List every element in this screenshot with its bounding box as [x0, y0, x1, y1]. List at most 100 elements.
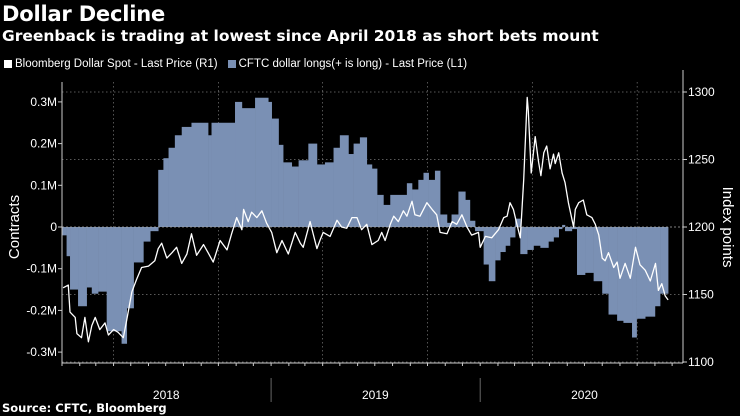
bar — [308, 143, 318, 227]
bar — [66, 227, 71, 257]
legend-item-cftc-longs: CFTC dollar longs(+ is long) - Last Pric… — [227, 58, 467, 70]
bar — [143, 227, 151, 242]
bar — [562, 224, 566, 227]
bar — [654, 227, 661, 307]
bar — [121, 227, 128, 344]
bar — [446, 222, 452, 227]
bar — [520, 227, 528, 255]
bar — [577, 227, 586, 275]
bar — [255, 97, 269, 227]
bar — [617, 227, 624, 321]
bar — [540, 227, 549, 248]
bar — [571, 227, 578, 230]
bar — [548, 227, 554, 242]
bar — [558, 227, 563, 230]
bar — [434, 170, 441, 227]
legend-label: Bloomberg Dollar Spot - Last Price (R1) — [15, 58, 218, 70]
bar — [495, 227, 501, 261]
bar — [168, 147, 176, 227]
bar — [377, 194, 384, 227]
bar — [483, 227, 490, 265]
bar — [623, 227, 633, 323]
bar — [291, 166, 299, 227]
bar — [564, 227, 573, 232]
bar — [278, 144, 284, 227]
bar — [174, 135, 183, 227]
bar — [70, 227, 79, 290]
left-tick-label: 0.1M — [30, 178, 57, 192]
bar — [268, 101, 272, 227]
right-tick-label: 1250 — [688, 153, 715, 167]
bar — [412, 189, 419, 227]
right-tick-label: 1200 — [688, 220, 715, 234]
bar — [324, 162, 334, 227]
legend-item-dollar-spot: Bloomberg Dollar Spot - Last Price (R1) — [4, 58, 218, 70]
bar — [86, 227, 93, 288]
bar — [298, 160, 309, 227]
bar — [62, 227, 67, 236]
x-tick-label: 2019 — [362, 388, 389, 402]
dollar-spot-line — [62, 96, 669, 343]
bar — [106, 227, 122, 332]
legend-swatch-line — [4, 60, 12, 68]
bar — [316, 164, 326, 227]
bar — [527, 227, 534, 250]
bar — [91, 227, 99, 294]
bar — [271, 118, 279, 227]
bar — [458, 191, 466, 227]
left-tick-label: 0.3M — [30, 95, 57, 109]
bar — [505, 227, 511, 246]
bar — [98, 227, 107, 292]
bar — [660, 227, 669, 294]
bar — [208, 135, 212, 227]
bar — [150, 227, 159, 232]
left-tick-label: -0.2M — [26, 303, 57, 317]
bar — [608, 227, 618, 315]
left-tick-label: 0 — [50, 220, 57, 234]
bar — [451, 214, 459, 227]
bar — [418, 179, 424, 227]
bar — [126, 227, 134, 309]
x-tick-label: 2018 — [153, 388, 180, 402]
x-tick-label: 2020 — [571, 388, 598, 402]
bar — [359, 137, 368, 227]
bar — [283, 162, 293, 227]
bar — [632, 227, 637, 338]
bar — [191, 122, 209, 227]
bar — [440, 214, 448, 227]
source-note: Source: CFTC, Bloomberg — [2, 401, 167, 415]
bar — [158, 169, 164, 227]
bar — [366, 164, 373, 227]
right-tick-label: 1150 — [688, 288, 714, 302]
bar — [348, 154, 354, 227]
left-axis-title: Contracts — [6, 195, 23, 259]
bar — [553, 227, 559, 238]
chart-subtitle: Greenback is trading at lowest since Apr… — [2, 27, 599, 45]
bar — [133, 227, 144, 263]
chart-title: Dollar Decline — [2, 2, 166, 26]
right-tick-label: 1100 — [688, 355, 714, 369]
bar — [475, 227, 484, 232]
bar — [333, 147, 341, 227]
bar — [593, 227, 603, 282]
right-tick-label: 1300 — [688, 85, 715, 99]
bar — [465, 199, 471, 227]
bar — [383, 204, 391, 227]
bar — [469, 220, 476, 227]
bar — [533, 227, 541, 246]
bar — [585, 227, 594, 273]
bar — [211, 122, 236, 227]
bar — [353, 143, 361, 227]
bar — [515, 218, 521, 227]
bar — [163, 158, 169, 227]
bar — [423, 172, 429, 227]
bar — [509, 227, 516, 238]
legend-swatch-bar — [227, 60, 236, 68]
bar — [371, 168, 378, 227]
bar — [339, 135, 349, 227]
bar — [406, 183, 413, 227]
bar — [500, 227, 506, 253]
bar — [241, 108, 256, 227]
left-tick-label: 0.2M — [30, 137, 57, 151]
